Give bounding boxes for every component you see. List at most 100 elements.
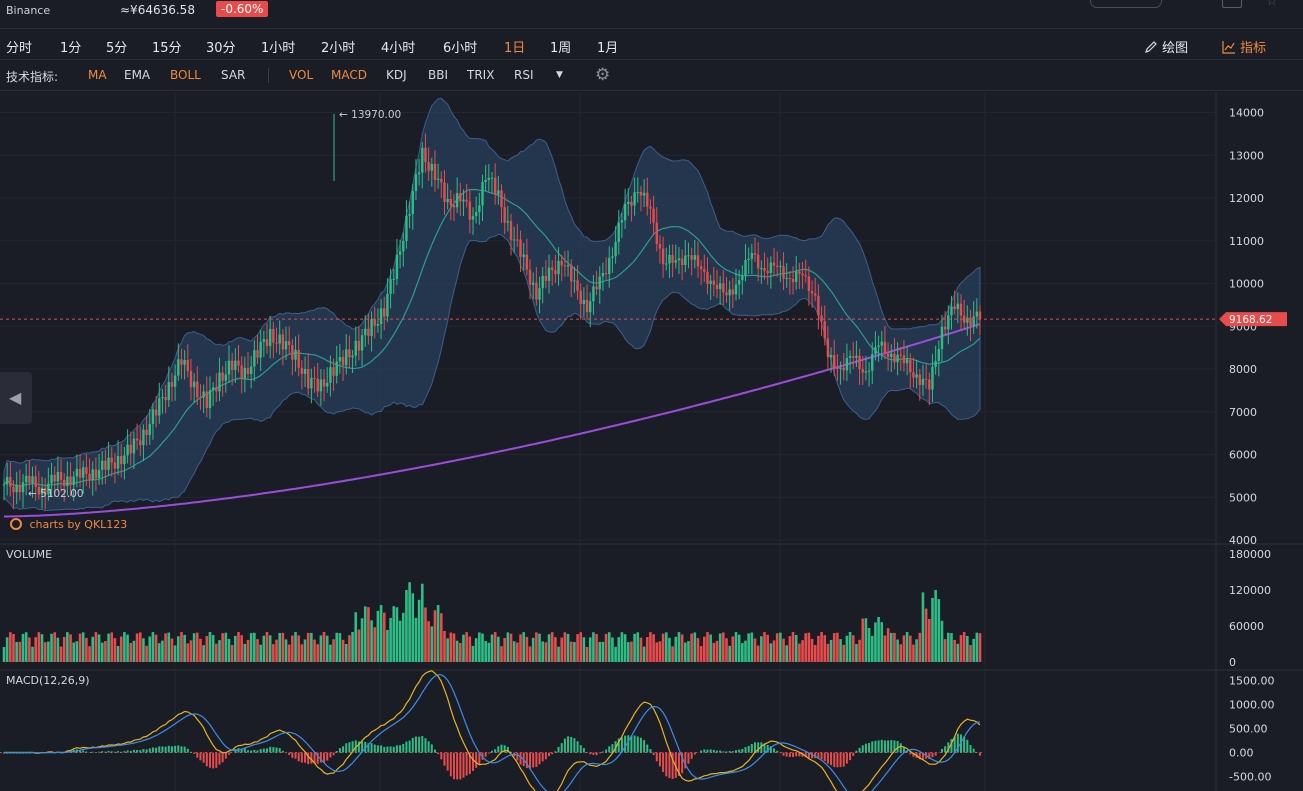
macd-histogram-bar	[288, 752, 291, 755]
indicator-kdj[interactable]: KDJ	[386, 68, 407, 82]
star-icon[interactable]: ☆	[1266, 0, 1278, 9]
candle-body	[931, 366, 934, 390]
macd-histogram-bar	[754, 742, 757, 753]
macd-histogram-bar	[576, 741, 579, 753]
macd-histogram-bar	[506, 747, 509, 753]
indicator-ma[interactable]: MA	[88, 68, 107, 82]
volume-bar	[2, 647, 6, 662]
period-1m[interactable]: 1月	[597, 41, 619, 56]
volume-bar	[208, 632, 212, 662]
macd-histogram-bar	[731, 751, 734, 753]
volume-bar	[978, 633, 982, 662]
volume-bar	[189, 640, 193, 662]
candle-body	[94, 469, 98, 479]
macd-histogram-bar	[262, 748, 265, 753]
more-indicators-dropdown-icon[interactable]: ▼	[556, 70, 563, 80]
volume-bar	[785, 645, 789, 662]
volume-bar	[15, 641, 18, 662]
volume-bar	[687, 641, 690, 662]
draw-tool-button[interactable]: 绘图	[1144, 37, 1188, 56]
macd-histogram-bar	[868, 742, 871, 753]
indicator-trix[interactable]: TRIX	[467, 68, 495, 82]
indicator-boll[interactable]: BOLL	[170, 68, 201, 82]
candle-body	[493, 177, 497, 195]
low-price-label: ← 5102.00	[28, 488, 84, 500]
period-1d[interactable]: 1日	[504, 41, 526, 56]
macd-histogram-bar	[560, 743, 563, 753]
candle-body	[576, 280, 579, 291]
period-1min[interactable]: 1分	[60, 41, 82, 56]
volume-bar	[253, 632, 256, 662]
macd-histogram-bar	[792, 752, 795, 758]
macd-histogram-bar	[928, 752, 931, 759]
volume-bar	[465, 632, 468, 662]
period-6h[interactable]: 6小时	[443, 41, 478, 56]
fullscreen-icon[interactable]	[1222, 0, 1242, 8]
macd-histogram-bar	[807, 752, 810, 759]
macd-histogram-bar	[227, 752, 230, 755]
volume-bar	[639, 637, 643, 662]
candle-body	[801, 273, 804, 276]
macd-histogram-bar	[180, 746, 183, 753]
period-2h[interactable]: 2小时	[321, 41, 356, 56]
macd-histogram-bar	[833, 752, 836, 767]
indicator-sar[interactable]: SAR	[221, 68, 246, 82]
indicator-ema[interactable]: EMA	[124, 68, 151, 82]
candle-body	[915, 374, 918, 378]
candle-body	[528, 269, 532, 285]
indicator-rsi[interactable]: RSI	[514, 68, 534, 82]
macd-histogram-bar	[823, 752, 826, 762]
candle-body	[592, 286, 595, 302]
candle-body	[313, 377, 316, 379]
period-1w[interactable]: 1周	[550, 41, 572, 56]
volume-bar	[47, 641, 50, 662]
macd-histogram-bar	[497, 746, 500, 753]
macd-histogram-bar	[430, 744, 433, 753]
candle-body	[506, 221, 510, 223]
indicator-vol[interactable]: VOL	[289, 68, 314, 82]
candle-body	[129, 444, 132, 454]
candle-body	[554, 270, 557, 275]
indicator-macd[interactable]: MACD	[331, 68, 367, 82]
period-5min[interactable]: 5分	[106, 41, 128, 56]
y-tick-label: 4000	[1229, 534, 1257, 547]
macd-histogram-bar	[433, 749, 436, 753]
period-30min[interactable]: 30分	[206, 41, 236, 56]
indicator-bar: 技术指标: MA EMA BOLL SAR VOL MACD KDJ BBI T…	[0, 62, 1303, 91]
volume-bar	[414, 617, 418, 662]
macd-histogram-bar	[589, 752, 592, 755]
settings-pill-button[interactable]	[1090, 0, 1162, 8]
candle-body	[896, 354, 899, 363]
indicators-button[interactable]: 指标	[1222, 37, 1266, 56]
indicator-bbi[interactable]: BBI	[428, 68, 449, 82]
candle-body	[978, 311, 982, 320]
volume-bar	[886, 628, 890, 662]
candle-body	[218, 372, 221, 392]
volume-bar	[113, 638, 117, 662]
candle-body	[326, 382, 329, 387]
gear-icon[interactable]: ⚙	[595, 65, 611, 85]
period-1h[interactable]: 1小时	[261, 41, 296, 56]
macd-histogram-bar	[839, 752, 842, 768]
volume-bar	[161, 640, 164, 662]
macd-histogram-bar	[760, 742, 763, 753]
top-bar: Binance ≈¥64636.58 -0.60% ☆	[0, 0, 1303, 29]
candle-body	[608, 257, 611, 275]
candle-body	[47, 483, 50, 495]
macd-histogram-bar	[963, 736, 966, 753]
macd-histogram-bar	[934, 752, 937, 756]
candle-body	[500, 190, 503, 208]
candle-body	[395, 254, 399, 279]
volume-bar	[889, 632, 893, 662]
volume-bar	[237, 632, 240, 662]
period-4h[interactable]: 4小时	[381, 41, 416, 56]
volume-bar	[630, 641, 633, 662]
volume-bar	[937, 599, 941, 662]
period-fenshi[interactable]: 分时	[6, 41, 33, 56]
qkl-logo-icon	[10, 518, 22, 530]
period-15min[interactable]: 15分	[152, 41, 182, 56]
scroll-left-button[interactable]: ◀	[0, 372, 32, 424]
volume-bar	[53, 632, 57, 662]
macd-histogram-bar	[338, 748, 341, 753]
volume-bar	[709, 634, 712, 662]
